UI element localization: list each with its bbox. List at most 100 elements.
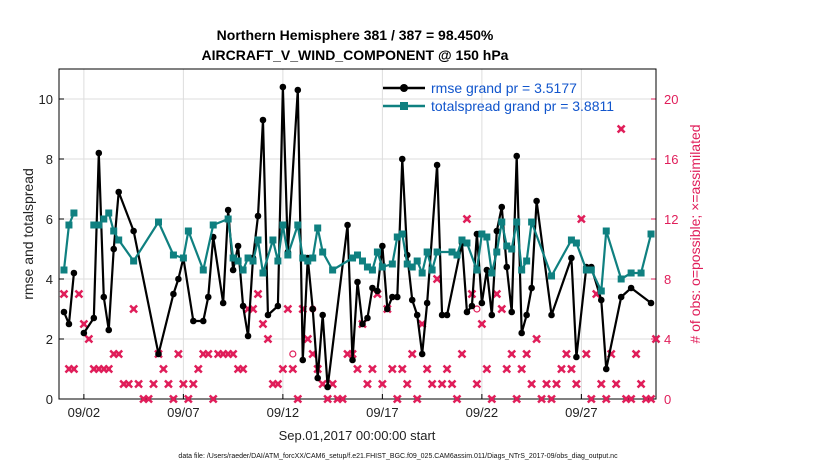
- obs-marker-center: [191, 381, 196, 387]
- obs-marker: [532, 334, 541, 344]
- x-tick-label: 09/02: [68, 405, 101, 420]
- obs-marker-center: [405, 381, 410, 387]
- obs-marker: [288, 364, 298, 374]
- obs-marker: [203, 349, 213, 359]
- obs-marker-center: [524, 351, 529, 357]
- obs-marker: [437, 379, 447, 389]
- rmse-point: [224, 206, 232, 214]
- spread-point: [349, 254, 357, 262]
- obs-marker-center: [176, 351, 181, 357]
- obs-count-layer: [59, 124, 661, 404]
- rmse-point: [254, 212, 262, 220]
- obs-marker: [208, 394, 218, 404]
- rmse-point: [508, 308, 516, 316]
- obs-marker-center: [439, 381, 445, 387]
- obs-marker-center: [569, 366, 574, 372]
- obs-marker: [547, 394, 556, 404]
- rmse-point: [443, 311, 451, 319]
- obs-marker: [537, 394, 546, 404]
- rmse-point: [264, 311, 272, 319]
- obs-marker: [368, 364, 377, 374]
- obs-marker-center: [494, 291, 499, 297]
- spread-point: [179, 254, 187, 262]
- spread-point: [329, 266, 337, 274]
- obs-marker: [651, 334, 661, 344]
- spread-point: [523, 257, 531, 265]
- rmse-point: [438, 311, 446, 319]
- obs-marker-center: [310, 351, 315, 357]
- rmse-point: [617, 293, 625, 301]
- rmse-point: [493, 227, 501, 235]
- rmse-point: [175, 275, 182, 283]
- obs-marker-center: [584, 351, 589, 357]
- spread-point: [518, 266, 526, 274]
- obs-marker: [636, 379, 646, 389]
- obs-marker: [557, 364, 566, 374]
- rmse-point: [518, 329, 525, 337]
- spread-point: [373, 248, 381, 256]
- obs-marker: [631, 349, 641, 359]
- rmse-point: [418, 350, 426, 358]
- obs-marker-center: [111, 351, 116, 357]
- rmse-point: [463, 308, 471, 316]
- obs-marker-center: [628, 396, 634, 402]
- obs-marker-center: [643, 396, 649, 402]
- obs-marker-center: [181, 381, 186, 387]
- legend-rmse: rmse grand pr = 3.5177: [383, 80, 577, 96]
- x-tick-label: 09/17: [366, 405, 399, 420]
- spread-point: [637, 269, 645, 277]
- spread-point: [458, 236, 466, 244]
- obs-marker-center: [126, 381, 131, 387]
- y-right-tick-label: 0: [664, 392, 671, 407]
- rmse-point: [349, 356, 356, 364]
- rmse-point: [115, 188, 122, 196]
- obs-marker-center: [509, 351, 514, 357]
- obs-marker: [129, 304, 139, 314]
- spread-point: [90, 221, 98, 229]
- obs-marker-center: [66, 366, 72, 372]
- obs-marker-center: [270, 381, 276, 387]
- spread-point: [408, 263, 416, 271]
- obs-marker-center: [415, 396, 420, 402]
- spread-point: [453, 251, 461, 259]
- rmse-point: [279, 83, 287, 91]
- rmse-point: [110, 245, 118, 253]
- data-file-footer: data file: /Users/raeder/DAI/ATM_forcXX/…: [178, 453, 618, 460]
- series-layer: [60, 83, 655, 391]
- legend-spread-marker: [400, 102, 408, 110]
- obs-marker: [363, 379, 372, 389]
- rmse-point: [359, 320, 366, 328]
- obs-marker-center: [410, 351, 415, 357]
- spread-point: [239, 266, 247, 274]
- spread-point: [597, 287, 605, 295]
- obs-marker-center: [166, 381, 171, 387]
- spread-point: [254, 236, 262, 244]
- rmse-point: [239, 302, 247, 310]
- rmse-point: [602, 365, 610, 373]
- spread-point: [309, 254, 317, 262]
- y-right-tick-label: 12: [664, 212, 678, 227]
- y-left-tick-label: 0: [46, 392, 53, 407]
- rmse-point: [65, 320, 73, 328]
- spread-point: [508, 245, 516, 253]
- chart-title-line2: AIRCRAFT_V_WIND_COMPONENT @ 150 hPa: [202, 47, 509, 63]
- obs-marker: [596, 379, 606, 389]
- obs-marker-center: [206, 351, 211, 357]
- rmse-point: [229, 266, 237, 274]
- obs-marker: [447, 379, 457, 389]
- obs-marker: [492, 289, 502, 299]
- spread-point: [60, 266, 68, 274]
- obs-marker: [174, 349, 183, 359]
- obs-marker: [552, 379, 561, 389]
- rmse-point: [548, 311, 555, 319]
- obs-marker: [427, 379, 437, 389]
- obs-marker-center: [400, 366, 405, 372]
- spread-point: [567, 236, 575, 244]
- spread-point: [234, 257, 242, 265]
- spread-point: [95, 221, 103, 229]
- spread-point: [184, 227, 192, 235]
- obs-marker-center: [171, 396, 176, 402]
- obs-marker-center: [61, 291, 67, 297]
- spread-point: [398, 230, 406, 238]
- obs-marker: [601, 394, 611, 404]
